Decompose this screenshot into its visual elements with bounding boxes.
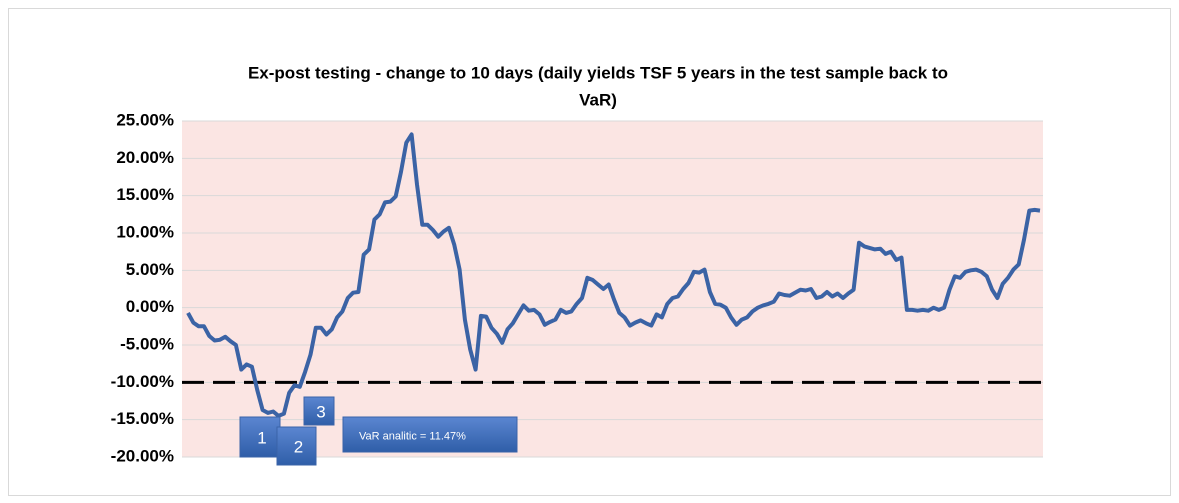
y-tick-label: -10.00% bbox=[111, 372, 174, 391]
annotation-box bbox=[276, 426, 317, 466]
y-tick-label: -15.00% bbox=[111, 409, 174, 428]
y-tick-label: 5.00% bbox=[126, 260, 174, 279]
chart-title: Ex-post testing - change to 10 days (dai… bbox=[248, 63, 948, 82]
annotation-box bbox=[239, 416, 281, 458]
y-tick-label: -5.00% bbox=[120, 334, 174, 353]
annotation-text: 2 bbox=[294, 437, 303, 456]
series-line bbox=[186, 132, 1041, 418]
y-tick-label: 15.00% bbox=[116, 185, 174, 204]
y-tick-label: 20.00% bbox=[116, 148, 174, 167]
y-tick-label: 25.00% bbox=[116, 110, 174, 129]
chart-title: VaR) bbox=[579, 90, 617, 109]
y-tick-label: 0.00% bbox=[126, 297, 174, 316]
annotation-text: VaR analitic = 11.47% bbox=[359, 430, 466, 442]
annotation-text: 3 bbox=[316, 402, 325, 421]
annotation-box bbox=[342, 416, 518, 453]
annotation-box bbox=[303, 396, 335, 426]
annotation-text: 1 bbox=[257, 428, 266, 447]
y-tick-label: 10.00% bbox=[116, 222, 174, 241]
y-tick-label: -20.00% bbox=[111, 446, 174, 465]
